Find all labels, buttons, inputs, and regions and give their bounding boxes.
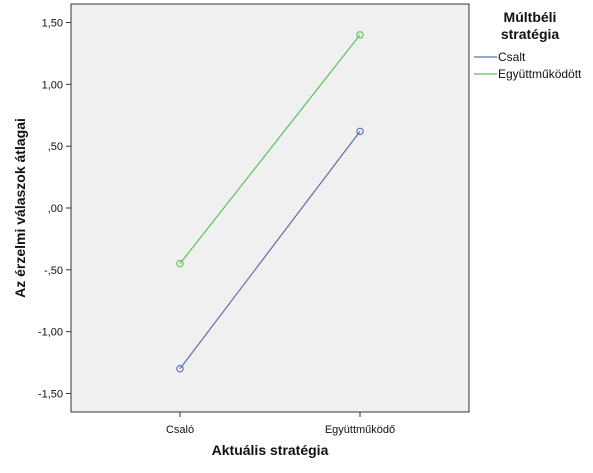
y-axis-title: Az érzelmi válaszok átlagai <box>12 118 28 298</box>
series-line <box>179 34 361 265</box>
legend-label-csalt: Csalt <box>498 50 526 64</box>
legend-title-line-1: Múltbéli <box>504 9 557 25</box>
legend-label-egyuttmukodott: Együttműködött <box>498 67 582 81</box>
series-point <box>356 127 364 136</box>
series-points <box>176 31 364 373</box>
plot-area <box>70 3 470 413</box>
legend: Múltbéli stratégia Csalt Együttműködött <box>474 9 582 81</box>
x-tick-label: Együttműködő <box>325 424 395 436</box>
series-line <box>179 130 361 370</box>
y-axis-ticks: 1,50 1,00 ,50 ,00 -,50 -1,00 -1,50 <box>38 18 71 400</box>
legend-title-line-2: stratégia <box>501 26 560 42</box>
y-tick-label: 1,50 <box>42 18 63 30</box>
y-tick-label: ,50 <box>48 141 63 153</box>
y-tick-label: -1,50 <box>38 388 63 400</box>
x-axis-ticks: Csaló Együttműködő <box>166 412 395 436</box>
series-lines <box>179 34 361 370</box>
series-point <box>356 31 364 39</box>
x-axis-title: Aktuális stratégia <box>212 442 329 458</box>
x-tick-label: Csaló <box>166 424 194 436</box>
y-tick-label: 1,00 <box>42 79 63 91</box>
series-point <box>176 364 184 373</box>
y-tick-label: -1,00 <box>38 327 63 339</box>
series-point <box>176 259 184 268</box>
y-tick-label: ,00 <box>48 203 63 215</box>
y-tick-label: -,50 <box>44 265 63 277</box>
